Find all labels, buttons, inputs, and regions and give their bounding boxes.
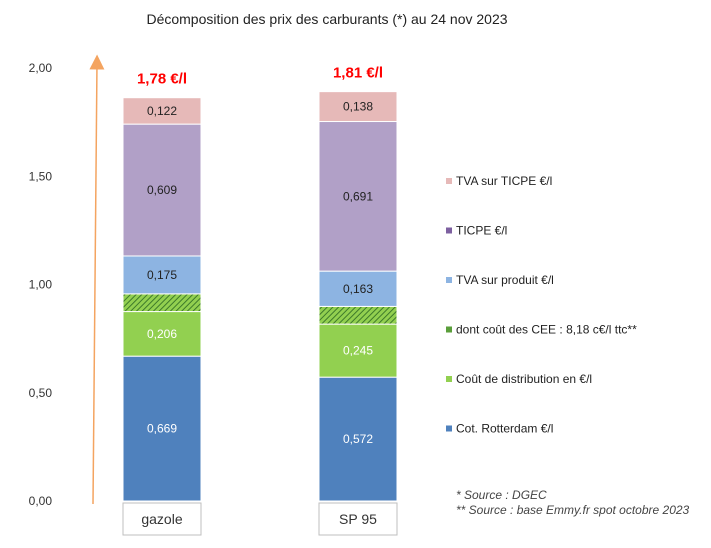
legend-swatch: [446, 227, 452, 234]
bar-segment: [318, 376, 398, 502]
segment-value-label: 0,245: [343, 344, 373, 358]
bar-segment: [122, 293, 202, 313]
legend-label: TICPE €/l: [456, 224, 507, 238]
bar-segment: [122, 97, 202, 125]
category-box: [318, 502, 398, 536]
segment-value-label: 0,572: [343, 432, 373, 446]
segment-value-label: 0,691: [343, 189, 373, 203]
y-tick-label: 1,50: [29, 169, 53, 183]
bar-segment: [318, 121, 398, 272]
legend-label: dont coût des CEE : 8,18 c€/l ttc**: [456, 323, 637, 337]
y-axis: 0,00 0,50 1,00 1,50 2,00: [29, 61, 53, 508]
legend-swatch: [446, 376, 452, 382]
segment-value-label: 0,206: [147, 327, 177, 341]
bar-segment: [318, 323, 398, 378]
total-label: 1,78 €/l: [137, 71, 187, 88]
bar-segment: [122, 311, 202, 357]
y-tick-label: 0,50: [29, 386, 53, 400]
bar-segment: [318, 305, 398, 325]
y-tick-label: 2,00: [29, 61, 53, 75]
category-labels: gazole SP 95: [122, 502, 398, 536]
legend-swatch: [446, 178, 452, 184]
totals: 1,78 €/l 1,81 €/l: [137, 65, 383, 88]
total-label: 1,81 €/l: [333, 65, 383, 82]
legend-label: TVA sur produit €/l: [456, 273, 554, 287]
segment-value-label: 0,138: [343, 100, 373, 114]
legend-swatch: [446, 326, 452, 333]
y-tick-label: 1,00: [29, 278, 53, 292]
chart-title: Décomposition des prix des carburants (*…: [146, 11, 507, 27]
category-box: [122, 502, 202, 536]
segment-value-label: 0,122: [147, 104, 177, 118]
bars: 0,669 0,206 0,175 0,609 0,122 0,572 0,245 0,163…: [122, 91, 398, 502]
source-note-2: ** Source : base Emmy.fr spot octobre 20…: [456, 503, 690, 517]
legend: TVA sur TICPE €/l TICPE €/l TVA sur produi…: [446, 174, 637, 436]
bar-segment: [122, 123, 202, 257]
bar-segment: [122, 355, 202, 502]
legend-label: Coût de distribution en €/l: [456, 372, 592, 386]
category-label: SP 95: [339, 511, 377, 527]
legend-swatch: [446, 425, 452, 432]
legend-swatch: [446, 277, 452, 283]
segment-value-label: 0,609: [147, 183, 177, 197]
trend-arrow: [89, 54, 105, 505]
category-label: gazole: [141, 511, 182, 527]
y-tick-label: 0,00: [29, 494, 53, 508]
bar-segment: [318, 91, 398, 123]
bar-segment: [318, 270, 398, 307]
legend-label: TVA sur TICPE €/l: [456, 174, 552, 188]
legend-label: Cot. Rotterdam €/l: [456, 422, 553, 436]
segment-value-label: 0,175: [147, 268, 177, 282]
source-note-1: * Source : DGEC: [456, 488, 547, 502]
segment-value-label: 0,163: [343, 282, 373, 296]
segment-value-label: 0,669: [147, 422, 177, 436]
